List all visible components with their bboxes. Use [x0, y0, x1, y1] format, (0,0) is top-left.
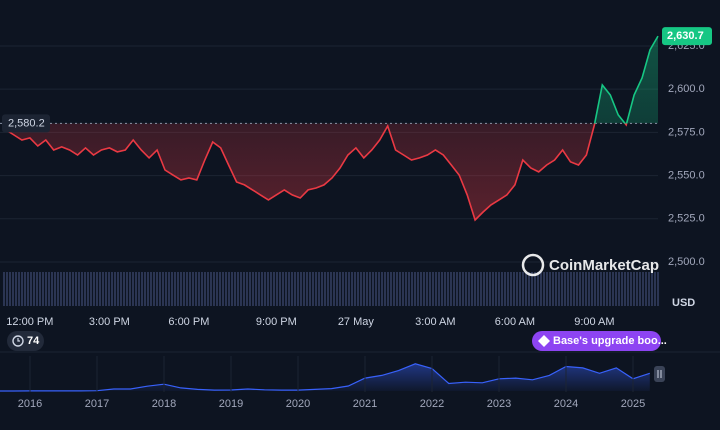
- x-tick-label: 12:00 PM: [6, 316, 53, 328]
- year-label: 2017: [85, 398, 109, 410]
- price-chart: 2,500.02,525.02,550.02,575.02,600.02,625…: [0, 27, 712, 328]
- year-label: 2020: [286, 398, 310, 410]
- y-tick-label: 2,575.0: [668, 126, 705, 138]
- price-label: 2,630.7: [667, 30, 704, 42]
- x-tick-label: 3:00 AM: [415, 316, 455, 328]
- overview-line: [0, 363, 650, 392]
- year-label: 2018: [152, 398, 176, 410]
- x-tick-label: 9:00 AM: [574, 316, 614, 328]
- x-tick-label: 3:00 PM: [89, 316, 130, 328]
- year-label: 2024: [554, 398, 578, 410]
- y-tick-label: 2,600.0: [668, 83, 705, 95]
- y-tick-label: 2,500.0: [668, 256, 705, 268]
- year-label: 2021: [353, 398, 377, 410]
- area-down: [6, 123, 627, 220]
- news-pill[interactable]: Base's upgrade boo...: [532, 331, 667, 351]
- volume-bars: [2, 272, 660, 306]
- year-label: 2019: [219, 398, 243, 410]
- x-tick-label: 9:00 PM: [256, 316, 297, 328]
- brand: CoinMarketCap: [549, 257, 659, 274]
- x-tick-label: 6:00 PM: [168, 316, 209, 328]
- news-text: Base's upgrade boo...: [553, 335, 667, 347]
- price-line: [5, 35, 659, 222]
- baseline-label: 2,580.2: [8, 117, 45, 129]
- unit-label: USD: [672, 297, 695, 309]
- y-tick-label: 2,525.0: [668, 213, 705, 225]
- overview-area: [0, 363, 650, 391]
- history-button[interactable]: 74: [7, 331, 44, 351]
- overview-chart: 2016 2017 2018 2019 2020 2021 2022 2023 2024 2025: [0, 356, 650, 410]
- x-tick-label: 27 May: [338, 316, 375, 328]
- year-label: 2023: [487, 398, 511, 410]
- baseline-label-box: [2, 114, 50, 133]
- y-tick-label: 2,550.0: [668, 169, 705, 181]
- year-label: 2025: [621, 398, 645, 410]
- watermark: CoinMarketCap: [521, 253, 659, 277]
- year-label: 2016: [18, 398, 42, 410]
- price-box: [662, 27, 712, 46]
- year-label: 2022: [420, 398, 444, 410]
- history-count: 74: [27, 335, 40, 347]
- range-handle[interactable]: [654, 366, 665, 382]
- x-tick-label: 6:00 AM: [495, 316, 535, 328]
